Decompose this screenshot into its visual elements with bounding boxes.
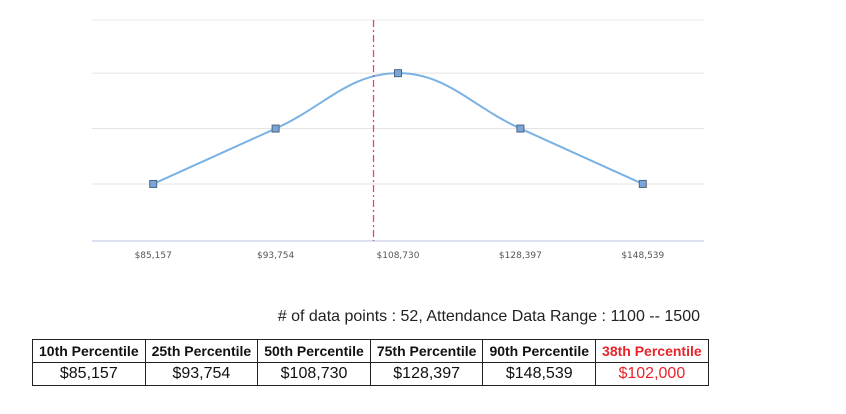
header-10th: 10th Percentile [32, 339, 146, 363]
percentile-table: 10th Percentile 25th Percentile 50th Per… [32, 339, 709, 386]
data-point [271, 124, 280, 133]
value-25th: $93,754 [144, 362, 259, 386]
x-tick-label: $128,397 [499, 251, 542, 261]
header-90th: 90th Percentile [482, 339, 597, 363]
header-38th: 38th Percentile [595, 339, 709, 363]
header-25th: 25th Percentile [144, 339, 259, 363]
table-header-row: 10th Percentile 25th Percentile 50th Per… [32, 339, 709, 363]
data-points [149, 69, 647, 188]
summary-text: # of data points : 52, Attendance Data R… [277, 308, 700, 325]
value-90th: $148,539 [482, 362, 597, 386]
value-38th: $102,000 [595, 362, 709, 386]
x-tick-label: $93,754 [257, 251, 294, 261]
value-10th: $85,157 [32, 362, 146, 386]
data-point [516, 124, 525, 133]
percentile-chart: $85,157 $93,754 $108,730 $128,397 $148,539 [92, 19, 704, 261]
data-point [638, 179, 647, 188]
x-tick-label: $148,539 [621, 251, 664, 261]
x-tick-label: $108,730 [377, 251, 420, 261]
header-50th: 50th Percentile [257, 339, 371, 363]
chart-gridlines [92, 19, 704, 185]
table-value-row: $85,157 $93,754 $108,730 $128,397 $148,5… [32, 362, 709, 386]
data-point [149, 179, 158, 188]
value-75th: $128,397 [369, 362, 484, 386]
value-50th: $108,730 [257, 362, 371, 386]
x-tick-labels: $85,157 $93,754 $108,730 $128,397 $148,539 [135, 251, 665, 261]
x-tick-label: $85,157 [135, 251, 172, 261]
data-point [394, 69, 402, 78]
header-75th: 75th Percentile [369, 339, 484, 363]
